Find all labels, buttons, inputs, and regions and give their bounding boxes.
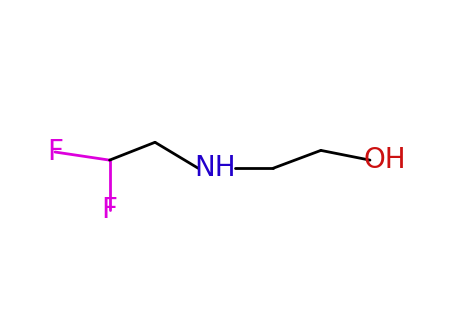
Text: F: F — [101, 196, 118, 224]
Text: NH: NH — [194, 154, 236, 182]
Text: F: F — [47, 138, 63, 166]
Text: OH: OH — [363, 146, 405, 174]
